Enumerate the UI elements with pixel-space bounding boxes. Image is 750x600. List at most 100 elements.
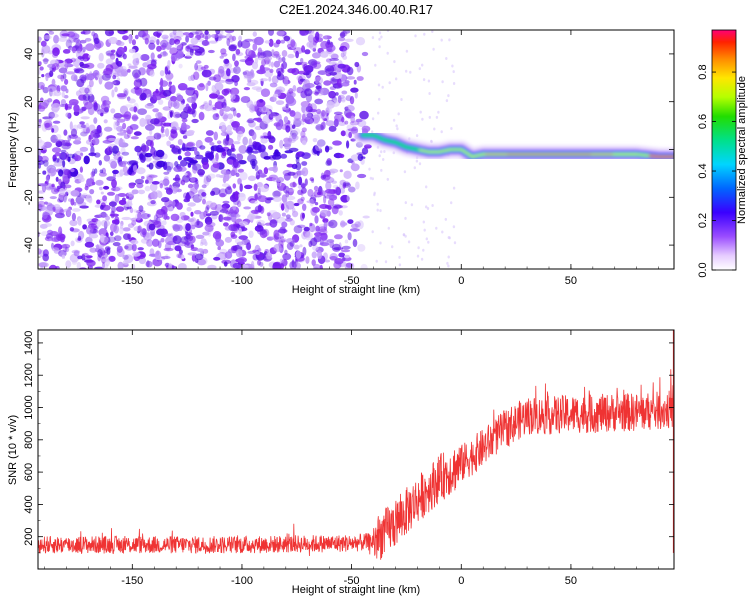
noise-blob [190,37,199,45]
noise-blob [220,30,224,37]
noise-blob [223,88,232,94]
noise-blob [238,193,246,198]
noise-blob [201,69,212,78]
noise-speck [428,92,431,95]
noise-blob [280,203,285,211]
noise-blob [191,96,196,104]
noise-blob [50,59,59,66]
noise-speck [396,127,399,131]
noise-blob [350,115,356,124]
noise-blob [196,258,206,266]
noise-blob [155,88,159,94]
noise-blob [291,67,300,76]
noise-blob [246,71,255,79]
noise-blob [305,70,312,79]
noise-blob [288,88,294,94]
noise-blob [208,40,218,44]
noise-blob [234,190,239,200]
noise-blob [293,47,303,55]
noise-blob [213,256,221,261]
noise-blob [339,32,346,38]
noise-blob [346,140,350,149]
noise-blob [250,200,258,205]
noise-blob [259,99,264,103]
noise-blob [108,36,118,45]
noise-blob [296,170,302,177]
noise-blob [285,95,295,104]
noise-blob [257,56,264,61]
noise-blob [333,204,343,209]
noise-blob [38,119,42,123]
noise-blob [189,160,199,164]
noise-blob [319,242,330,247]
noise-blob [264,40,271,44]
noise-blob [203,177,210,187]
noise-blob [244,38,254,42]
noise-blob [106,247,111,255]
noise-blob [82,46,86,53]
noise-speck [380,168,383,172]
noise-blob [184,55,192,59]
noise-blob [283,197,288,206]
noise-blob [312,114,321,124]
noise-blob [301,45,306,53]
noise-blob [118,161,127,168]
noise-blob [337,63,346,69]
noise-blob [161,255,171,260]
noise-blob [258,173,266,178]
noise-blob [287,171,296,176]
noise-blob [194,210,202,215]
noise-blob [285,238,295,244]
noise-blob [80,31,86,35]
noise-blob [323,118,327,122]
noise-blob [100,112,104,117]
noise-blob [176,94,184,102]
noise-blob [67,134,72,142]
noise-blob [144,156,152,162]
noise-blob [339,169,343,173]
noise-blob [237,40,243,48]
noise-blob [127,223,135,229]
noise-blob [237,257,247,263]
noise-blob [123,134,130,140]
x-tick-label: -150 [121,575,143,587]
noise-blob [49,70,54,77]
noise-blob [77,217,82,226]
noise-speck [378,45,381,49]
noise-blob [38,69,41,75]
noise-blob [284,150,294,154]
noise-blob [156,39,160,46]
noise-blob [230,93,236,100]
noise-blob [238,235,248,240]
top-x-axis-title: Height of straight line (km) [292,284,420,296]
noise-speck [368,167,371,171]
noise-blob [357,173,367,179]
noise-blob [165,254,169,259]
noise-blob [67,156,71,162]
noise-blob [53,188,60,193]
noise-blob [110,160,117,169]
noise-blob [127,63,132,67]
noise-blob [98,228,108,237]
noise-blob [208,99,213,106]
noise-blob [238,240,245,247]
noise-blob [60,149,67,153]
noise-blob [144,152,153,158]
noise-blob [112,75,117,80]
noise-blob [361,147,369,155]
noise-blob [38,36,42,42]
noise-blob [262,50,273,58]
noise-blob [38,140,46,148]
noise-blob [196,219,200,226]
noise-blob [236,153,242,157]
noise-blob [316,108,322,115]
noise-blob [272,93,279,98]
noise-blob [79,166,83,173]
noise-blob [225,33,233,41]
noise-blob [233,221,237,229]
noise-speck [404,216,407,220]
noise-blob [49,88,53,97]
noise-blob [275,100,285,105]
noise-blob [300,57,304,64]
noise-blob [42,86,49,94]
